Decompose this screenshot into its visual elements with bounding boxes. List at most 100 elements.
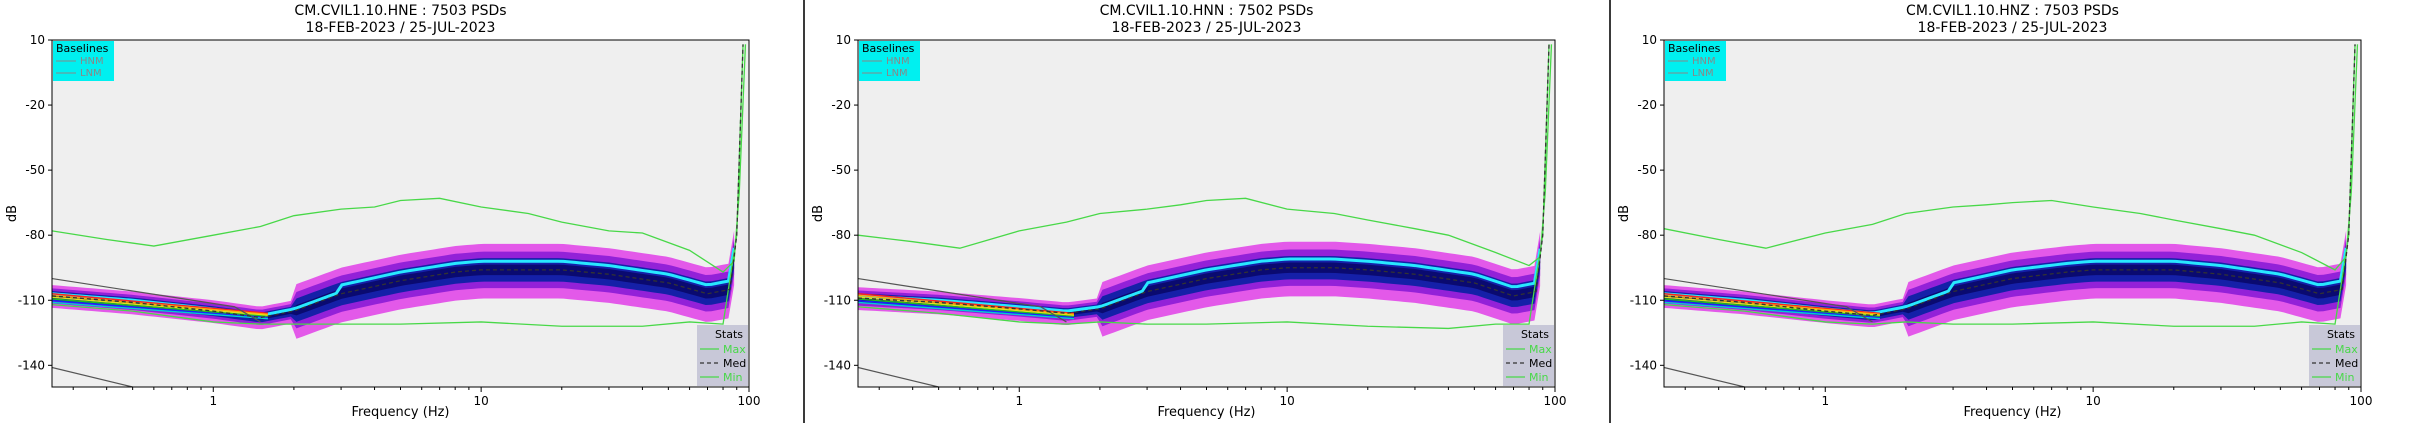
nhnm-line xyxy=(52,277,261,323)
x-tick-label: 10 xyxy=(2085,394,2100,408)
y-tick-label: -110 xyxy=(824,293,851,307)
baselines-legend-title: Baselines xyxy=(862,42,915,55)
stats-legend-entry: Max xyxy=(1529,343,1552,356)
low-frequency-trace xyxy=(858,298,1075,318)
stats-legend-entry: Min xyxy=(2335,371,2355,384)
x-tick-label: 1 xyxy=(1821,394,1829,408)
low-frequency-trace xyxy=(1664,293,1881,314)
mode-line xyxy=(858,248,1542,313)
x-tick-label: 1 xyxy=(1015,394,1023,408)
psd-density-band xyxy=(1664,230,2348,337)
chart-subtitle: 18-FEB-2023 / 25-JUL-2023 xyxy=(1112,20,1302,36)
y-tick-label: -140 xyxy=(1630,358,1657,372)
nhnm-line xyxy=(858,277,1067,323)
y-tick-label: -140 xyxy=(18,358,45,372)
stats-legend-title: Stats xyxy=(1521,328,1549,341)
psd-density-band xyxy=(52,230,736,339)
chart-title: CM.CVIL1.10.HNN : 7502 PSDs xyxy=(1100,3,1314,19)
max-curve xyxy=(858,44,1553,267)
stats-legend-entry: Med xyxy=(2335,357,2358,370)
low-frequency-trace xyxy=(858,293,1075,314)
y-tick-label: -50 xyxy=(25,163,45,177)
y-tick-label: -50 xyxy=(831,163,851,177)
stats-legend xyxy=(2309,325,2360,386)
y-tick-label: -20 xyxy=(831,98,851,112)
stats-legend xyxy=(1503,325,1554,386)
stats-legend-title: Stats xyxy=(715,328,743,341)
chart-title: CM.CVIL1.10.HNE : 7503 PSDs xyxy=(294,3,506,19)
y-tick-label: -80 xyxy=(25,228,45,242)
y-tick-label: 10 xyxy=(836,33,851,47)
x-tick-label: 10 xyxy=(473,394,488,408)
y-tick-label: -80 xyxy=(831,228,851,242)
density-navy xyxy=(1664,251,2347,318)
y-tick-label: 10 xyxy=(1642,33,1657,47)
median-curve xyxy=(858,44,1550,314)
panel-separator xyxy=(1609,0,1611,423)
stats-legend-entry: Max xyxy=(723,343,746,356)
density-navy xyxy=(52,251,735,320)
y-tick-label: 10 xyxy=(30,33,45,47)
density-navy xyxy=(858,252,1541,316)
plot-background xyxy=(52,40,749,387)
y-tick-label: -110 xyxy=(18,293,45,307)
median-curve xyxy=(52,44,744,319)
chart-subtitle: 18-FEB-2023 / 25-JUL-2023 xyxy=(306,20,496,36)
baselines-legend-title: Baselines xyxy=(1668,42,1721,55)
stats-legend-entry: Med xyxy=(723,357,746,370)
low-frequency-trace xyxy=(1664,299,1881,319)
panel-separator xyxy=(803,0,805,423)
min-curve xyxy=(858,44,1550,330)
y-tick-label: -50 xyxy=(1637,163,1657,177)
baselines-legend-entry: LNM xyxy=(80,68,102,79)
x-tick-label: 100 xyxy=(2350,394,2373,408)
baselines-legend-entry: HNM xyxy=(886,56,910,67)
low-frequency-trace xyxy=(52,299,269,319)
baselines-legend-entry: LNM xyxy=(886,68,908,79)
y-axis-label: dB xyxy=(811,205,826,222)
max-curve xyxy=(52,44,747,273)
plot-background xyxy=(858,40,1555,387)
low-frequency-trace xyxy=(52,298,269,318)
y-axis-label: dB xyxy=(5,205,20,222)
x-tick-label: 1 xyxy=(209,394,217,408)
nhnm-line xyxy=(1664,277,1873,323)
y-tick-label: -80 xyxy=(1637,228,1657,242)
nlnm-line xyxy=(1664,366,1745,387)
x-tick-label: 100 xyxy=(1544,394,1567,408)
low-frequency-trace xyxy=(52,296,269,317)
x-tick-label: 100 xyxy=(738,394,761,408)
y-axis-label: dB xyxy=(1617,205,1632,222)
stats-legend-entry: Min xyxy=(1529,371,1549,384)
low-frequency-trace xyxy=(1664,298,1881,318)
baselines-legend-entry: HNM xyxy=(1692,56,1716,67)
plot-layer xyxy=(1664,44,2359,387)
x-axis-label: Frequency (Hz) xyxy=(1157,405,1255,420)
baselines-legend-title: Baselines xyxy=(56,42,109,55)
chart-title: CM.CVIL1.10.HNZ : 7503 PSDs xyxy=(1906,3,2119,19)
median-curve xyxy=(1664,44,2356,317)
min-curve xyxy=(1664,44,2356,327)
y-tick-label: -110 xyxy=(1630,293,1657,307)
min-curve xyxy=(52,44,744,327)
low-frequency-trace xyxy=(1664,301,1880,320)
low-frequency-trace xyxy=(858,299,1075,319)
plot-background xyxy=(1664,40,2361,387)
low-frequency-trace xyxy=(1664,296,1881,317)
low-frequency-trace xyxy=(52,293,269,314)
x-tick-label: 10 xyxy=(1279,394,1294,408)
low-frequency-trace xyxy=(858,301,1074,320)
stats-legend-title: Stats xyxy=(2327,328,2355,341)
y-tick-label: -20 xyxy=(1637,98,1657,112)
stats-legend-entry: Min xyxy=(723,371,743,384)
x-axis-label: Frequency (Hz) xyxy=(1963,405,2061,420)
baselines-legend-entry: LNM xyxy=(1692,68,1714,79)
low-frequency-trace xyxy=(52,301,268,320)
chart-subtitle: 18-FEB-2023 / 25-JUL-2023 xyxy=(1918,20,2108,36)
nlnm-line xyxy=(858,366,939,387)
stats-legend-entry: Max xyxy=(2335,343,2358,356)
